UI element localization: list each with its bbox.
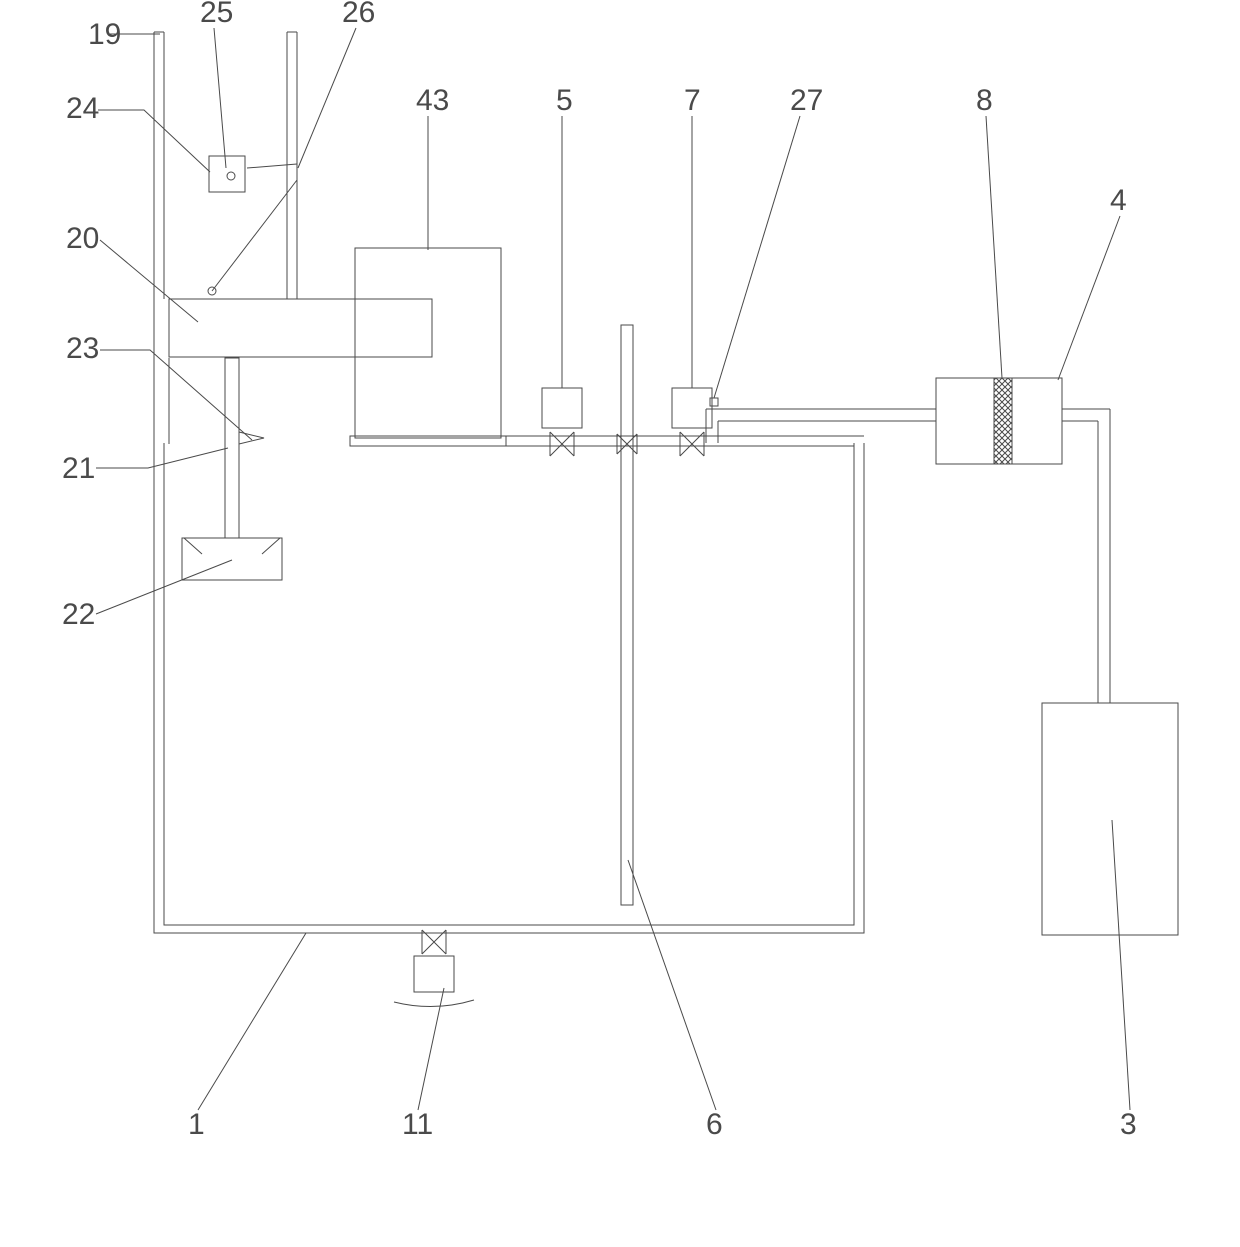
lever-26a [247,164,297,168]
leader-25 [214,28,226,168]
leader-23 [100,350,252,440]
label-26: 26 [342,0,375,29]
head-22-notch-l [184,538,202,554]
leader-6 [628,860,716,1110]
box-43 [355,248,501,438]
drain-11-tail [394,1000,474,1007]
tank-outer [154,443,864,933]
lever-26b [212,180,297,291]
label-43: 43 [416,84,449,117]
label-3: 3 [1120,1108,1137,1141]
channel-20 [169,299,432,357]
label-1: 1 [188,1108,205,1141]
leader-4 [1058,216,1120,380]
tank-inner [164,443,854,925]
pivot-25 [227,172,235,180]
mesh-8 [994,378,1012,464]
label-8: 8 [976,84,993,117]
label-25: 25 [200,0,233,29]
leader-3 [1112,820,1130,1110]
label-23: 23 [66,332,99,365]
label-6: 6 [706,1108,723,1141]
label-5: 5 [556,84,573,117]
riser-6 [621,325,633,905]
head-22-notch-r [262,538,280,554]
label-21: 21 [62,452,95,485]
valve-5-actuator [542,388,582,428]
label-27: 27 [790,84,823,117]
leader-8 [986,116,1002,378]
drain-11-valve-x [422,930,446,954]
label-11: 11 [402,1108,433,1141]
label-20: 20 [66,222,99,255]
label-19: 19 [88,18,121,51]
drain-11-body [414,956,454,992]
leader-20 [100,240,198,322]
box-3 [1042,703,1178,935]
leader-21 [96,448,228,468]
label-22: 22 [62,598,95,631]
leader-27 [714,116,800,398]
leader-1 [198,933,306,1110]
riser-6-valve-x [617,434,637,454]
label-24: 24 [66,92,99,125]
label-7: 7 [684,84,701,117]
label-4: 4 [1110,184,1127,217]
nub-27 [710,398,718,406]
leader-26 [298,28,356,168]
nozzle-23 [239,432,264,444]
